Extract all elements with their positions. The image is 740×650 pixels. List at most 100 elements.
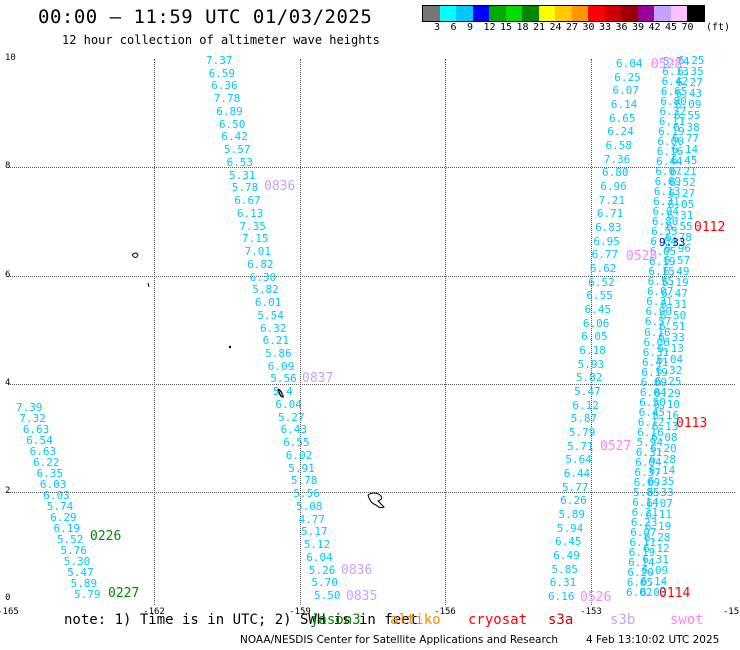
scale-tick-label: 12 <box>483 22 496 33</box>
wave-height-value: 6.11 <box>658 115 686 129</box>
wave-height-value: 6.19 <box>658 125 685 139</box>
longitude-label: -15 <box>722 607 740 617</box>
wave-height-value: 6.09 <box>654 175 682 189</box>
wave-height-value: 5.26 <box>308 563 336 577</box>
wave-height-value: 5.85 <box>551 562 578 576</box>
wave-height-value: 6.58 <box>605 139 633 152</box>
wave-height-value: 5.12 <box>303 538 331 552</box>
wave-height-value: 5.94 <box>556 521 584 535</box>
wave-height-value: 5.89 <box>70 577 98 590</box>
wave-height-value: 6.28 <box>643 530 671 544</box>
latitude-label: 10 <box>5 53 16 63</box>
scale-tick-label: 39 <box>632 22 645 33</box>
wave-height-value: 6.57 <box>644 315 672 329</box>
meridian-line <box>300 59 301 605</box>
wave-height-value: 6.00 <box>645 305 673 319</box>
wave-height-value: 6.25 <box>655 375 682 389</box>
pass-time-label: 0113 <box>676 416 708 431</box>
wave-height-value: 6.04 <box>656 353 684 367</box>
wave-height-value: 6.50 <box>639 395 666 409</box>
wave-height-value: 5.4 <box>272 385 293 399</box>
pass-time-label: 0836 <box>341 563 373 578</box>
wave-height-value: 6.27 <box>668 187 696 200</box>
wave-height-value: 5.08 <box>296 499 323 513</box>
wave-height-value: 6.11 <box>645 508 673 522</box>
wave-height-value: 7.15 <box>242 232 269 246</box>
wave-height-value: 6.55 <box>674 109 701 123</box>
wave-height-value: 6.04 <box>639 385 667 399</box>
latitude-label: 6 <box>5 270 11 280</box>
wave-height-value: 5.54 <box>257 308 284 322</box>
latitude-label: 0 <box>5 593 11 603</box>
wave-height-value: 6.35 <box>647 475 675 489</box>
wave-height-value: 6.35 <box>677 65 704 79</box>
wave-height-value: 6.25 <box>678 54 705 67</box>
wave-height-value: 5.82 <box>252 283 279 297</box>
satellite-label-jason3: jason3 <box>310 612 361 628</box>
wave-height-value: 6.23 <box>630 515 658 529</box>
wave-height-value: 6.21 <box>262 334 290 348</box>
wave-height-value: 6.52 <box>588 275 615 289</box>
wave-height-value: 6.31 <box>653 195 680 209</box>
wave-height-value: 6.29 <box>654 386 681 400</box>
wave-height-value: 6.13 <box>657 342 684 356</box>
wave-height-value: 6.31 <box>635 445 663 459</box>
wave-height-value: 5.85 <box>632 485 660 499</box>
wave-height-value: 6.63 <box>29 445 57 458</box>
wave-height-value: 6.41 <box>642 355 669 369</box>
wave-height-value: 5.89 <box>558 508 585 521</box>
wave-height-value: 6.38 <box>673 120 700 134</box>
wave-height-value: 5.17 <box>301 525 328 539</box>
scale-tick-label: 42 <box>648 22 661 33</box>
color-swatch <box>687 6 704 21</box>
coastline-layer <box>131 252 385 509</box>
pass-time-label: 0835 <box>346 589 378 604</box>
scale-tick-label: 30 <box>582 22 595 33</box>
wave-height-value: 6.01 <box>254 296 282 310</box>
wave-height-value: 6.10 <box>653 397 680 411</box>
wave-height-value: 6.54 <box>26 434 53 447</box>
wave-height-value: 6.14 <box>648 464 676 478</box>
wave-height-value: 6.45 <box>638 405 666 419</box>
wave-height-value: 5.47 <box>67 566 94 579</box>
color-swatch <box>670 6 687 21</box>
wave-height-value: 5.79 <box>568 426 596 439</box>
wave-height-value: 6.20 <box>627 565 654 579</box>
wave-height-value: 6.95 <box>593 234 620 248</box>
color-swatch <box>637 6 654 21</box>
parallel-line <box>8 492 735 493</box>
wave-height-value: 6.26 <box>560 494 587 508</box>
wave-height-value: 7.36 <box>603 152 631 166</box>
scale-unit-label: (ft) <box>706 22 731 33</box>
wave-height-value: 6.82 <box>247 257 274 271</box>
wave-height-value: 6.14 <box>632 495 659 509</box>
wave-height-value: 7.21 <box>598 193 626 207</box>
wave-height-value: 6.25 <box>614 70 641 84</box>
wave-height-value: 7.39 <box>16 401 43 414</box>
wave-height-value: 6.03 <box>39 478 67 491</box>
wave-height-value: 6.59 <box>208 66 236 80</box>
wave-height-value: 5.71 <box>567 439 594 453</box>
wave-height-value: 5.94 <box>636 435 663 449</box>
wave-height-value: 6.02 <box>626 586 653 599</box>
island-outline <box>147 282 150 288</box>
wave-height-value: 7.78 <box>213 92 241 106</box>
wave-height-value: 6.36 <box>211 79 238 93</box>
wave-height-value: 6.55 <box>651 225 678 239</box>
wave-height-value: 6.14 <box>628 555 655 569</box>
pass-time-label: 0227 <box>108 586 140 601</box>
wave-height-value: 6.07 <box>630 525 657 539</box>
wave-height-value: 6.65 <box>609 111 636 125</box>
wave-height-value: 6.14 <box>610 98 638 111</box>
wave-height-value: 6.13 <box>662 65 689 79</box>
wave-height-value: 6.55 <box>666 220 693 234</box>
meridian-line <box>154 59 155 605</box>
wave-height-value: 5.77 <box>561 480 589 494</box>
wave-height-value: 6.44 <box>656 155 683 169</box>
wave-height-value: 6.21 <box>631 505 659 519</box>
wave-height-value: 6.77 <box>672 131 699 145</box>
wave-height-value: 6.31 <box>646 295 673 309</box>
wave-height-value: 7.32 <box>19 412 46 425</box>
wave-height-value: 6.16 <box>637 425 664 439</box>
